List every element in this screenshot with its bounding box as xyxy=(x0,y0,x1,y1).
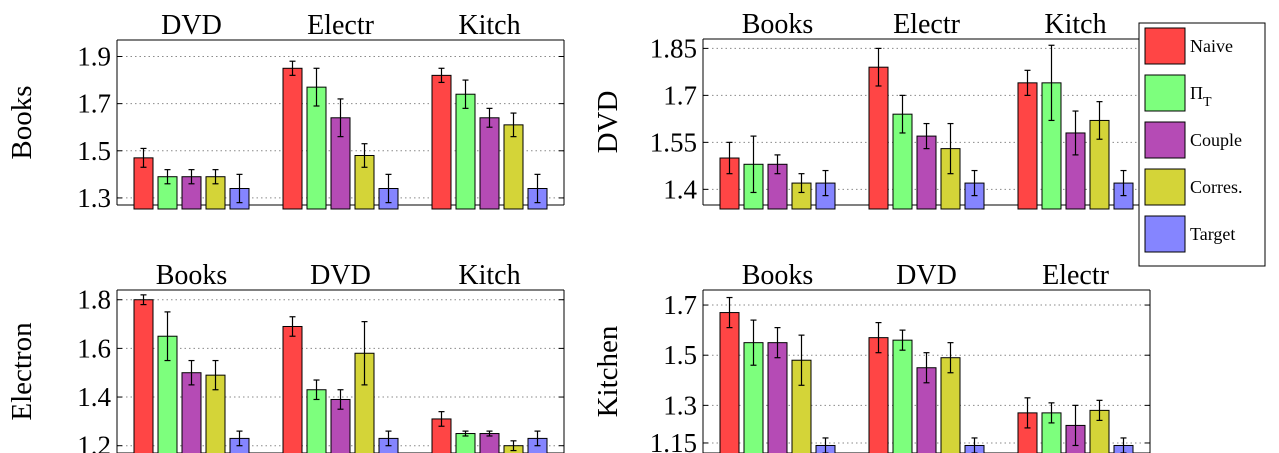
legend-label: Target xyxy=(1190,224,1235,244)
legend-swatch xyxy=(1144,121,1186,159)
y-tick-label: 1.7 xyxy=(77,89,111,119)
chart-panel-0: 1.3 1.5 1.7 1.9 Books DVD Electr Kitch xyxy=(6,10,565,213)
category-label: Kitch xyxy=(1044,9,1106,40)
y-tick-label: 1.8 xyxy=(77,285,111,315)
category-label: Electr xyxy=(307,10,375,41)
legend-label: Couple xyxy=(1190,130,1242,150)
y-tick-label: 1.5 xyxy=(663,340,697,370)
category-label: Kitch xyxy=(458,10,520,41)
legend-label-subscript: T xyxy=(1203,95,1212,110)
y-tick-label: 1.7 xyxy=(663,290,697,320)
bar-naive xyxy=(282,325,303,453)
y-axis-label: Electron xyxy=(6,322,38,421)
bar-naive xyxy=(1017,82,1038,210)
y-tick-label: 1.6 xyxy=(77,333,111,363)
y-tick-label: 1.5 xyxy=(77,136,111,166)
chart-panel-3: 1.15 1.3 1.5 1.7 Kitchen Books DVD Electr xyxy=(592,260,1151,453)
y-tick-label: 1.85 xyxy=(650,33,697,63)
legend-swatch xyxy=(1144,215,1186,253)
category-label: Kitch xyxy=(458,260,520,291)
y-axis-label: DVD xyxy=(592,91,624,154)
legend-swatch xyxy=(1144,74,1186,112)
chart-panel-1: 1.4 1.55 1.7 1.85 DVD Books Electr Kitch xyxy=(592,9,1151,210)
y-tick-label: 1.9 xyxy=(77,42,111,72)
category-label: DVD xyxy=(896,260,957,291)
legend-label: Naive xyxy=(1190,36,1233,56)
bar-pit xyxy=(892,339,913,453)
category-label: Books xyxy=(156,260,228,291)
y-tick-label: 1.4 xyxy=(663,174,697,204)
chart-panel-2: 1.2 1.4 1.6 1.8 Electron Books DVD Kitch xyxy=(6,260,565,453)
bar-naive xyxy=(719,312,740,453)
legend-swatch xyxy=(1144,27,1186,65)
bar-naive xyxy=(868,337,889,453)
bar-naive xyxy=(431,74,452,210)
bar-corres xyxy=(503,124,524,210)
y-tick-label: 1.2 xyxy=(77,431,111,453)
y-axis-label: Books xyxy=(6,85,38,159)
bar-naive xyxy=(133,299,154,453)
legend-swatch xyxy=(1144,168,1186,206)
bar-couple xyxy=(479,117,500,210)
y-axis-label: Kitchen xyxy=(592,325,624,417)
bar-pit xyxy=(455,93,476,210)
y-tick-label: 1.7 xyxy=(663,80,697,110)
category-label: Electr xyxy=(1042,260,1110,291)
y-tick-label: 1.3 xyxy=(663,390,697,420)
bar-naive xyxy=(282,67,303,210)
y-tick-label: 1.15 xyxy=(650,428,697,453)
category-label: Books xyxy=(742,260,814,291)
category-label: DVD xyxy=(161,10,222,41)
legend-label: Corres. xyxy=(1190,177,1243,197)
bar-couple xyxy=(767,342,788,453)
y-tick-label: 1.55 xyxy=(650,127,697,157)
y-tick-label: 1.4 xyxy=(77,382,111,412)
y-tick-label: 1.3 xyxy=(77,183,111,213)
bar-naive xyxy=(868,66,889,210)
category-label: Electr xyxy=(893,9,961,40)
category-label: Books xyxy=(742,9,814,40)
category-label: DVD xyxy=(310,260,371,291)
